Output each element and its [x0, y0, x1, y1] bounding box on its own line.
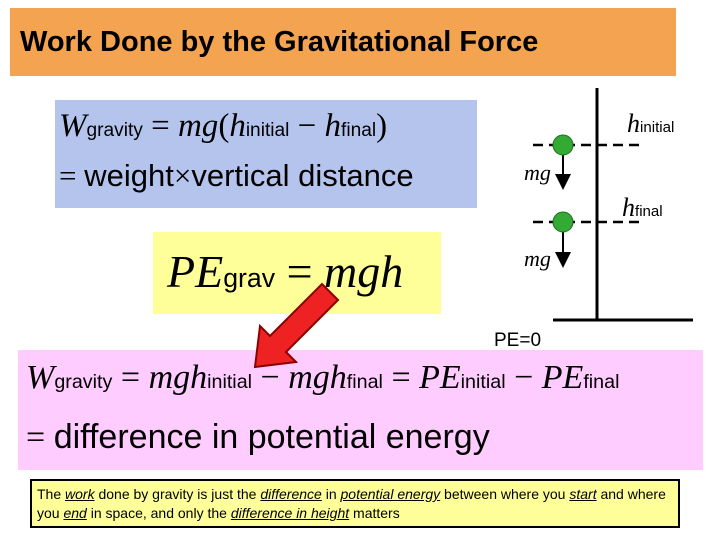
equation-segment: initial: [640, 119, 675, 136]
equation-segment: −: [505, 359, 542, 396]
diagram-label: hfinal: [622, 192, 663, 223]
arrow: [253, 282, 340, 369]
note-text: end: [63, 505, 87, 521]
note-text: start: [569, 486, 597, 502]
equation-segment: (: [218, 108, 230, 144]
equation-segment: mg: [177, 108, 219, 144]
note-box: The work done by gravity is just the dif…: [30, 479, 680, 528]
equation-segment: PE: [541, 359, 584, 396]
equation-segment: =: [382, 359, 420, 396]
equation-segment: W: [26, 359, 55, 396]
equation-segment: final: [635, 203, 663, 220]
title: Work Done by the Gravitational Force: [10, 8, 676, 76]
equation-segment: =: [59, 158, 85, 193]
mass: [552, 134, 574, 156]
diagram-label: mg: [524, 160, 551, 186]
note-text: The: [37, 486, 66, 502]
equation-segment: mg: [524, 160, 551, 185]
note-text: matters: [349, 505, 400, 521]
mass: [552, 211, 574, 233]
equation-segment: weight: [84, 158, 174, 193]
equation-segment: ×: [173, 158, 192, 193]
equation-segment: =: [142, 108, 178, 144]
equation-segment: =: [275, 246, 325, 297]
equation-segment: PE: [419, 359, 461, 396]
equation-segment: vertical distance: [191, 158, 414, 193]
equation-segment: mgh: [324, 246, 404, 297]
equation-segment: mgh: [288, 359, 347, 396]
note-text: in: [321, 486, 341, 502]
equation-segment: W: [59, 108, 87, 144]
equation-line: Wgravity = mg(hinitial − hfinal): [59, 106, 387, 145]
equation-segment: mgh: [148, 359, 208, 396]
equation-segment: h: [229, 108, 246, 144]
result-box: Wgravity = mghinitial − mghfinal = PEini…: [18, 350, 703, 470]
equation-segment: initial: [207, 371, 253, 393]
note-text: done by gravity is just the: [94, 486, 261, 502]
equation-segment: h: [622, 193, 635, 222]
diagram-label: mg: [524, 246, 551, 272]
equation-segment: gravity: [86, 120, 143, 141]
equation-line: PEgrav = mgh: [167, 244, 403, 298]
note-text: and where you: [37, 486, 670, 521]
ground-label: PE=0: [494, 330, 542, 351]
equation-segment: ): [376, 108, 388, 144]
equation-segment: final: [346, 371, 383, 393]
note-text: potential energy: [340, 486, 441, 502]
equation-segment: =: [26, 419, 54, 456]
note-text: between where you: [440, 486, 570, 502]
equation-segment: −: [252, 359, 289, 396]
equation-segment: initial: [460, 371, 506, 393]
note-text: difference in height: [230, 505, 350, 521]
note-text: in space, and only the: [86, 505, 231, 521]
equation-segment: gravity: [54, 371, 113, 393]
equation-line: = difference in potential energy: [26, 418, 490, 457]
diagram-label: hinitial: [627, 108, 674, 139]
equation-segment: −: [289, 108, 325, 144]
equation-segment: difference in potential energy: [53, 418, 490, 456]
note-text: work: [65, 486, 95, 502]
equation-segment: PE: [167, 246, 224, 297]
equation-box: Wgravity = mg(hinitial − hfinal) = weigh…: [55, 100, 477, 208]
pe-box: PEgrav = mgh: [153, 232, 441, 314]
equation-segment: grav: [223, 263, 276, 293]
equation-segment: h: [627, 109, 640, 138]
equation-segment: initial: [245, 120, 290, 141]
note-text: difference: [260, 486, 322, 502]
equation-segment: final: [583, 371, 620, 393]
equation-segment: h: [324, 108, 342, 144]
equation-line: Wgravity = mghinitial − mghfinal = PEini…: [26, 358, 619, 397]
equation-segment: =: [112, 359, 149, 396]
equation-segment: final: [341, 120, 377, 141]
equation-segment: mg: [524, 246, 551, 271]
equation-line: = weight×vertical distance: [59, 158, 414, 194]
